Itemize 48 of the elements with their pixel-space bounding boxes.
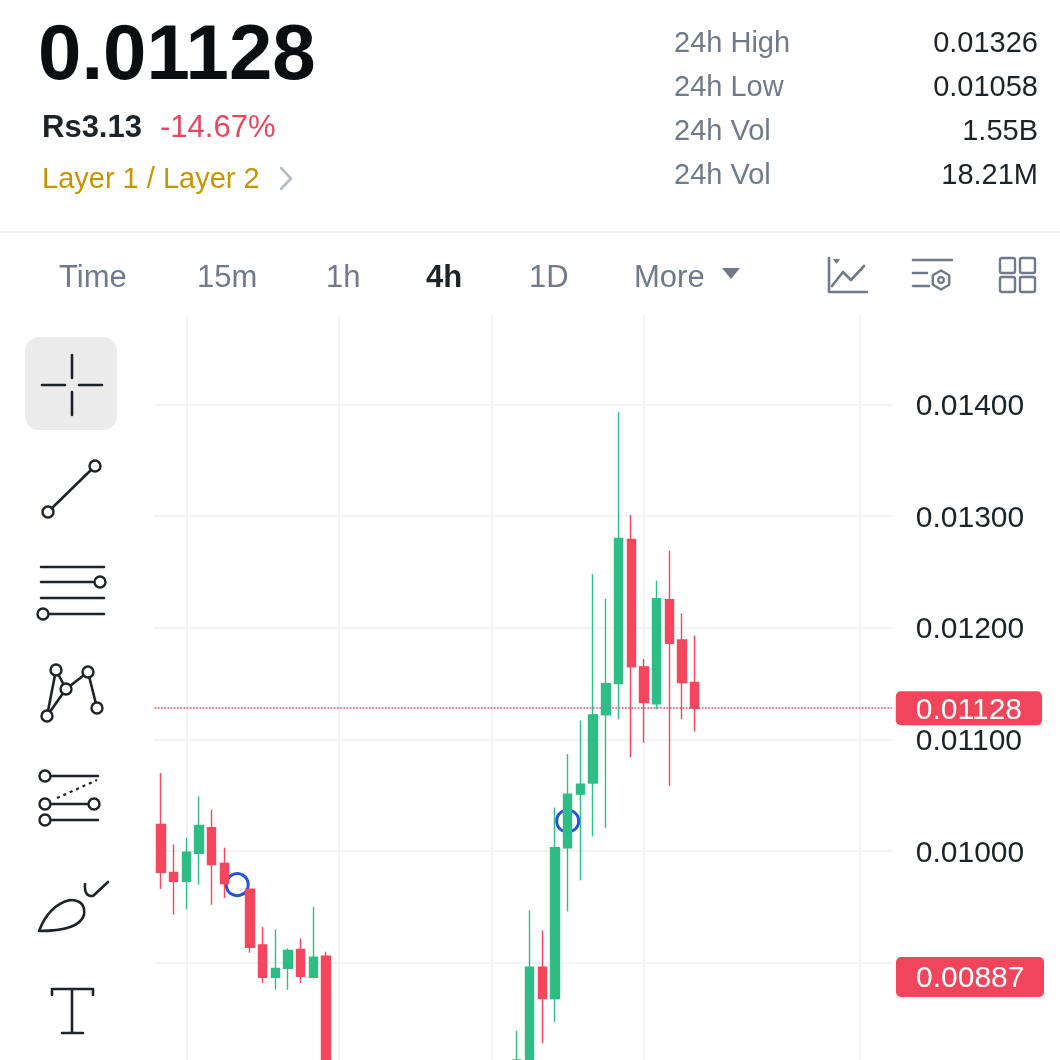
candlestick	[562, 753, 573, 913]
text: 24h Vol	[674, 157, 771, 190]
candlestick	[613, 411, 624, 721]
text: Rs3.13	[42, 108, 142, 144]
candlestick	[257, 926, 268, 984]
candlestick	[600, 598, 612, 829]
y-tick-label: 0.01200	[915, 611, 1025, 645]
text: 24h Vol	[674, 113, 771, 146]
text: 18.21M	[941, 157, 1038, 190]
text: 1.55B	[962, 113, 1038, 146]
candlestick	[206, 809, 217, 906]
candlestick	[320, 950, 332, 1060]
y-tick-label: 0.01300	[915, 499, 1025, 533]
candlestick	[219, 847, 230, 899]
candlestick	[193, 795, 205, 886]
candlestick	[587, 573, 599, 838]
text: 15m	[197, 258, 258, 294]
text: 24h Low	[674, 69, 784, 102]
text: 1D	[529, 258, 569, 294]
y-tick-label: 0.01400	[915, 387, 1025, 421]
candlestick	[282, 947, 294, 991]
text: Layer 1 / Layer 2	[42, 161, 260, 194]
text: -14.67%	[160, 108, 276, 144]
text: 0.00887	[896, 957, 1045, 997]
candlestick	[181, 837, 192, 910]
text: 0.01326	[933, 25, 1038, 58]
candlestick	[537, 929, 548, 1044]
text: More	[634, 258, 705, 294]
text: 24h High	[674, 25, 791, 58]
y-tick-label: 0.01100	[915, 722, 1023, 756]
candlestick	[575, 719, 586, 881]
candlestick	[511, 1030, 523, 1060]
candlestick	[651, 580, 662, 710]
chart-title: 0.01128	[38, 8, 316, 96]
text: 0.01058	[933, 69, 1038, 102]
text: 4h	[426, 258, 463, 294]
text: Time	[59, 258, 127, 294]
y-tick-label: 0.01000	[915, 834, 1025, 868]
candlestick	[295, 937, 306, 984]
candlestick	[308, 906, 319, 980]
candlestick	[549, 806, 561, 1023]
candlestick	[168, 843, 179, 916]
ref-line-label: 0.01128	[915, 691, 1023, 725]
candlestick	[244, 888, 256, 954]
candlestick	[270, 928, 281, 991]
text: 1h	[326, 258, 361, 294]
candlestick	[524, 909, 535, 1060]
candlestick	[155, 772, 167, 890]
